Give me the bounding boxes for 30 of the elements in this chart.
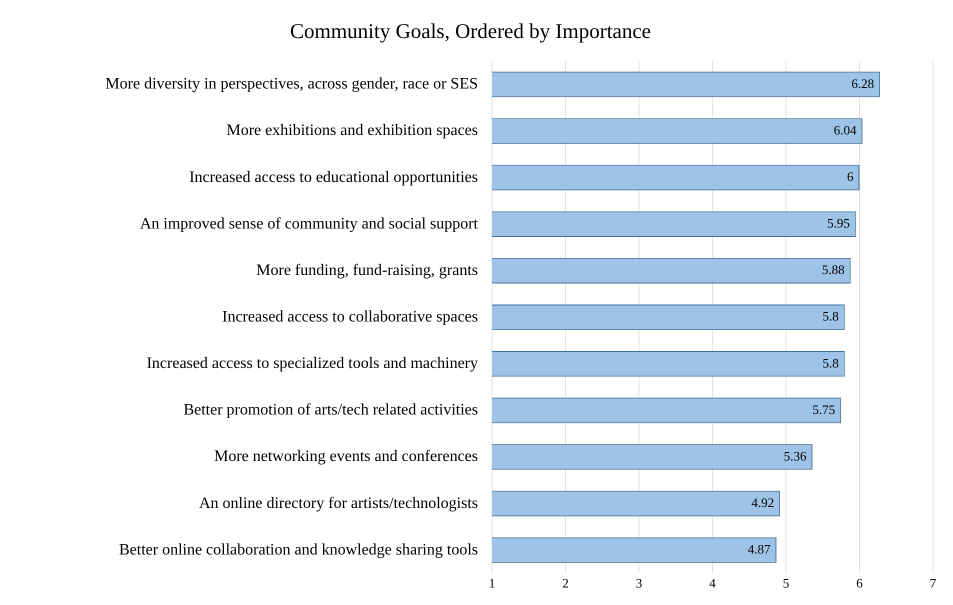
y-tick-label: Better promotion of arts/tech related activities — [183, 402, 478, 419]
data-label: 4.92 — [751, 494, 774, 510]
x-tick-label: 5 — [782, 576, 790, 591]
data-label: 5.36 — [784, 448, 807, 464]
data-label: 4.87 — [748, 542, 771, 557]
x-tick-label: 7 — [930, 576, 937, 591]
y-tick-label: More diversity in perspectives, across gender, race or SES — [105, 76, 478, 93]
data-label: 6.28 — [851, 76, 874, 91]
x-tick-label: 6 — [856, 576, 864, 591]
data-label: 5.95 — [827, 216, 850, 231]
data-label: 5.8 — [822, 355, 839, 370]
x-tick-label: 4 — [709, 576, 716, 591]
y-tick-label: An improved sense of community and social support — [140, 215, 479, 232]
data-label: 6.04 — [834, 122, 857, 138]
y-tick-label: Increased access to specialized tools and machinery — [146, 355, 478, 372]
x-tick-label: 2 — [562, 576, 569, 591]
x-tick-label: 3 — [636, 576, 642, 591]
data-label: 5.88 — [822, 262, 845, 278]
data-label: 6 — [847, 169, 854, 184]
x-tick-label: 1 — [488, 576, 496, 591]
y-tick-label: Increased access to collaborative spaces — [222, 308, 478, 326]
chart-title: Community Goals, Ordered by Importance — [290, 19, 651, 44]
y-tick-label: Increased access to educational opportunities — [189, 168, 478, 186]
data-label: 5.8 — [822, 308, 839, 324]
data-label: 5.75 — [812, 402, 836, 417]
y-tick-label: More networking events and conferences — [214, 448, 478, 466]
y-tick-label: Better online collaboration and knowledge sharing tools — [118, 541, 478, 558]
y-tick-label: An online directory for artists/technologists — [198, 494, 478, 512]
y-tick-label: More funding, fund-raising, grants — [256, 262, 478, 279]
y-tick-label: More exhibitions and exhibition spaces — [226, 122, 478, 140]
